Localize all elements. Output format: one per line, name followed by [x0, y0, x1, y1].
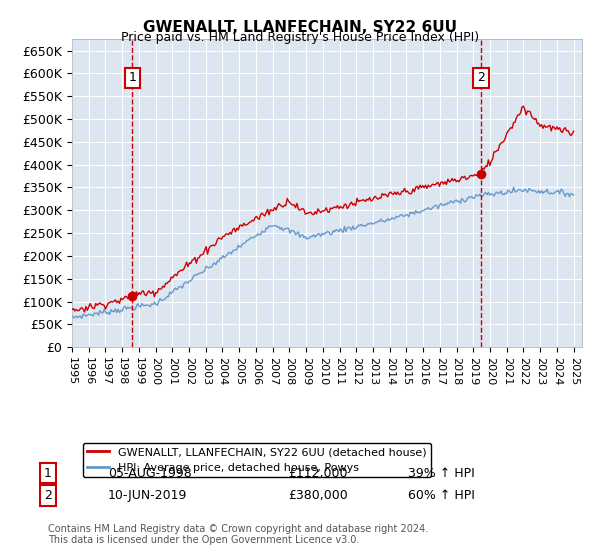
Text: 2: 2: [44, 489, 52, 502]
Legend: GWENALLT, LLANFECHAIN, SY22 6UU (detached house), HPI: Average price, detached h: GWENALLT, LLANFECHAIN, SY22 6UU (detache…: [83, 443, 431, 477]
Text: 1: 1: [128, 72, 136, 85]
Text: Price paid vs. HM Land Registry's House Price Index (HPI): Price paid vs. HM Land Registry's House …: [121, 31, 479, 44]
Text: £112,000: £112,000: [288, 466, 347, 480]
Text: 1: 1: [44, 466, 52, 480]
Text: 05-AUG-1998: 05-AUG-1998: [108, 466, 192, 480]
Text: 39% ↑ HPI: 39% ↑ HPI: [408, 466, 475, 480]
Text: 10-JUN-2019: 10-JUN-2019: [108, 489, 187, 502]
Text: £380,000: £380,000: [288, 489, 348, 502]
Text: GWENALLT, LLANFECHAIN, SY22 6UU: GWENALLT, LLANFECHAIN, SY22 6UU: [143, 20, 457, 35]
Text: 60% ↑ HPI: 60% ↑ HPI: [408, 489, 475, 502]
Text: 2: 2: [477, 72, 485, 85]
Text: Contains HM Land Registry data © Crown copyright and database right 2024.
This d: Contains HM Land Registry data © Crown c…: [48, 524, 428, 545]
